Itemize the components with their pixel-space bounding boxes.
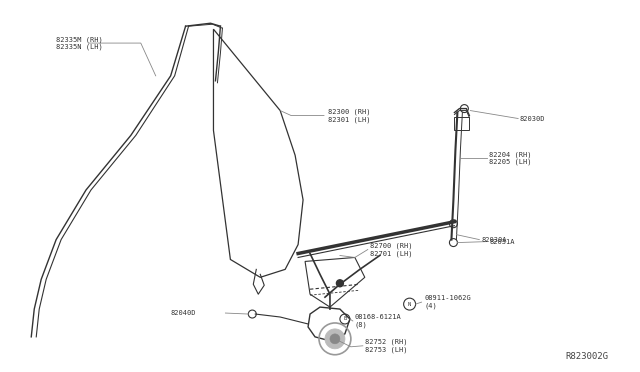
Circle shape	[330, 334, 340, 344]
Circle shape	[337, 280, 344, 287]
Text: 08911-1062G
(4): 08911-1062G (4)	[424, 295, 471, 309]
Circle shape	[325, 329, 345, 349]
Text: 82030A: 82030A	[481, 237, 507, 243]
Text: 82335M (RH)
82335N (LH): 82335M (RH) 82335N (LH)	[56, 36, 103, 50]
Text: 82031A: 82031A	[489, 238, 515, 244]
Text: N: N	[408, 302, 412, 307]
Text: 82030D: 82030D	[519, 116, 545, 122]
Text: 82204 (RH)
82205 (LH): 82204 (RH) 82205 (LH)	[489, 151, 532, 165]
Text: 82700 (RH)
82701 (LH): 82700 (RH) 82701 (LH)	[370, 243, 412, 257]
Text: 82040D: 82040D	[171, 310, 196, 316]
Text: B: B	[343, 317, 346, 321]
Text: 82752 (RH)
82753 (LH): 82752 (RH) 82753 (LH)	[365, 339, 407, 353]
Text: 08168-6121A
(8): 08168-6121A (8)	[355, 314, 401, 328]
Text: R823002G: R823002G	[566, 352, 609, 361]
Text: 82300 (RH)
82301 (LH): 82300 (RH) 82301 (LH)	[328, 109, 371, 122]
